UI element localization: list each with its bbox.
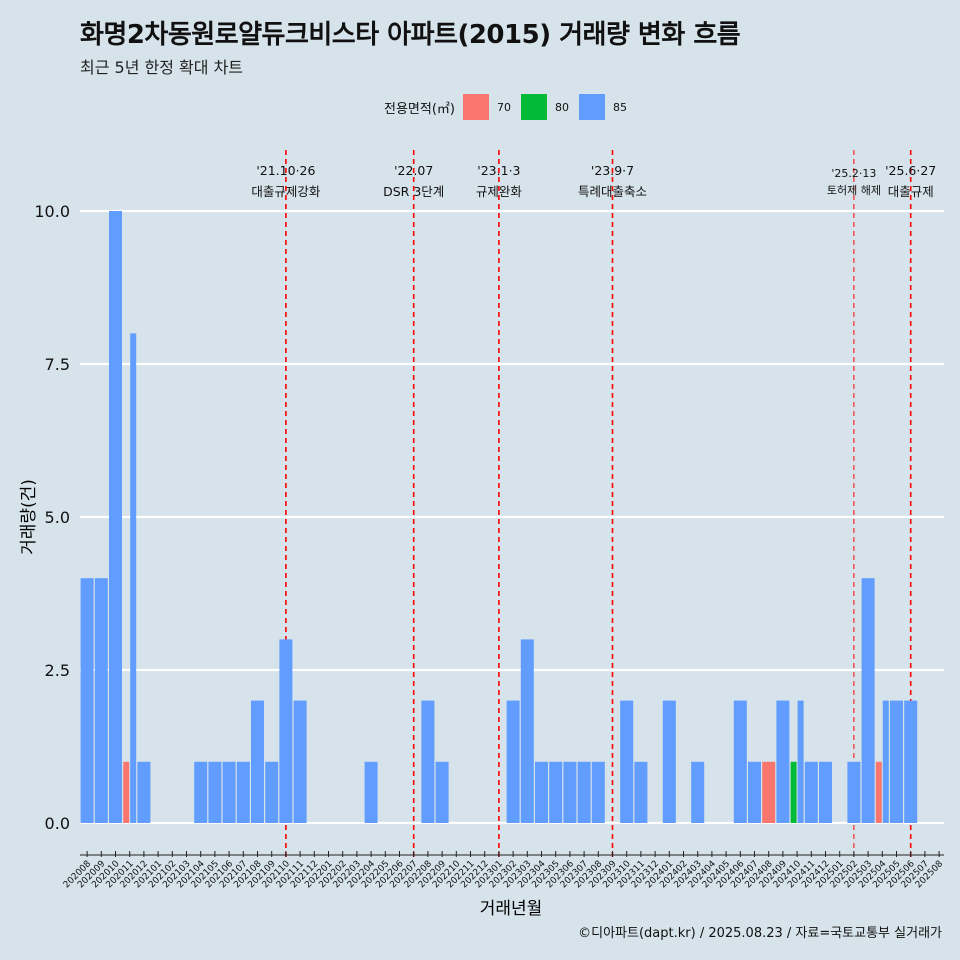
bar-85-202306 xyxy=(563,761,577,823)
bar-85-202106 xyxy=(222,761,236,823)
bar-85-202011 xyxy=(130,333,137,823)
event-date-label: '25.2·13 xyxy=(831,167,876,180)
event-date-label: '21.10·26 xyxy=(256,163,315,178)
event-date-label: '23.9·7 xyxy=(591,163,634,178)
legend-swatch-80 xyxy=(520,94,547,120)
axis-layer: 0.02.55.07.510.0202008202009202010202011… xyxy=(34,202,945,890)
bar-layer xyxy=(80,211,918,823)
chart-subtitle: 최근 5년 한정 확대 차트 xyxy=(80,58,244,77)
event-date-label: '25.6·27 xyxy=(885,163,936,178)
bar-85-202111 xyxy=(293,700,307,823)
legend-swatch-85 xyxy=(578,94,605,120)
event-label: 특례대출축소 xyxy=(578,184,647,199)
event-layer: '21.10·26 대출규제강화 '22.07 DSR 3단계 '23.1·3 규제완화 '… xyxy=(251,150,936,857)
legend-label-85: 85 xyxy=(612,100,627,114)
bar-80-202410 xyxy=(790,761,797,823)
y-tick-label: 2.5 xyxy=(45,661,70,680)
bar-85-202505 xyxy=(890,700,903,823)
bar-85-202406 xyxy=(733,700,747,823)
bar-85-202012 xyxy=(137,761,151,823)
y-tick-label: 0.0 xyxy=(45,814,70,833)
bar-85-202506 xyxy=(904,700,918,823)
caption: ©디아파트(dapt.kr) / 2025.08.23 / 자료=국토교통부 실… xyxy=(578,926,942,941)
bar-85-202108 xyxy=(251,700,264,823)
legend-title: 전용면적(㎡) xyxy=(384,101,455,117)
legend: 전용면적(㎡) 70 80 85 xyxy=(384,93,637,121)
bar-85-202109 xyxy=(265,761,279,823)
bar-85-202308 xyxy=(591,761,605,823)
legend-swatch-70 xyxy=(462,94,489,120)
bar-85-202104 xyxy=(194,761,208,823)
bar-85-202412 xyxy=(819,761,832,823)
bar-85-202105 xyxy=(208,761,222,823)
bar-70-202408 xyxy=(762,761,776,823)
x-axis-title: 거래년월 xyxy=(480,899,543,919)
event-label: 대출규제 xyxy=(888,184,934,199)
bar-85-202503 xyxy=(861,578,875,823)
bar-85-202110 xyxy=(279,639,293,823)
legend-label-70: 70 xyxy=(496,100,511,114)
bar-85-202304 xyxy=(535,761,548,823)
bar-85-202411 xyxy=(804,761,818,823)
bar-85-202008 xyxy=(80,578,94,823)
bar-85-202502 xyxy=(847,761,861,823)
chart-title: 화명2차동원로얄듀크비스타 아파트(2015) 거래량 변화 흐름 xyxy=(80,20,741,50)
bar-85-202009 xyxy=(94,578,108,823)
bar-85-202107 xyxy=(236,761,250,823)
bar-70-202504 xyxy=(875,761,882,823)
event-label: 규제완화 xyxy=(476,184,523,199)
event-label: 토허제 해제 xyxy=(827,183,881,197)
legend-item-70: 70 xyxy=(462,94,515,120)
y-axis-title: 거래량(건) xyxy=(19,479,39,555)
bar-85-202403 xyxy=(691,761,705,823)
legend-item-80: 80 xyxy=(520,94,573,120)
event-label: 대출규제강화 xyxy=(251,184,321,199)
bar-85-202305 xyxy=(549,761,563,823)
bar-70-202011 xyxy=(123,761,130,823)
bar-85-202204 xyxy=(364,761,378,823)
bar-85-202401 xyxy=(662,700,676,823)
bar-85-202303 xyxy=(520,639,534,823)
bar-85-202310 xyxy=(620,700,634,823)
event-date-label: '22.07 xyxy=(394,163,433,178)
event-label: DSR 3단계 xyxy=(383,184,444,199)
bar-85-202209 xyxy=(435,761,449,823)
legend-item-85: 85 xyxy=(578,94,631,120)
y-tick-label: 7.5 xyxy=(45,355,70,374)
bar-85-202504 xyxy=(882,700,889,823)
bar-85-202208 xyxy=(421,700,435,823)
legend-label-80: 80 xyxy=(554,100,569,114)
bar-85-202410 xyxy=(797,700,804,823)
bar-85-202010 xyxy=(109,211,122,823)
y-tick-label: 10.0 xyxy=(34,202,70,221)
bar-85-202311 xyxy=(634,761,648,823)
y-tick-label: 5.0 xyxy=(45,508,70,527)
bar-85-202409 xyxy=(776,700,790,823)
bar-85-202407 xyxy=(748,761,761,823)
event-date-label: '23.1·3 xyxy=(477,163,520,178)
bar-85-202302 xyxy=(506,700,520,823)
bar-85-202307 xyxy=(577,761,591,823)
